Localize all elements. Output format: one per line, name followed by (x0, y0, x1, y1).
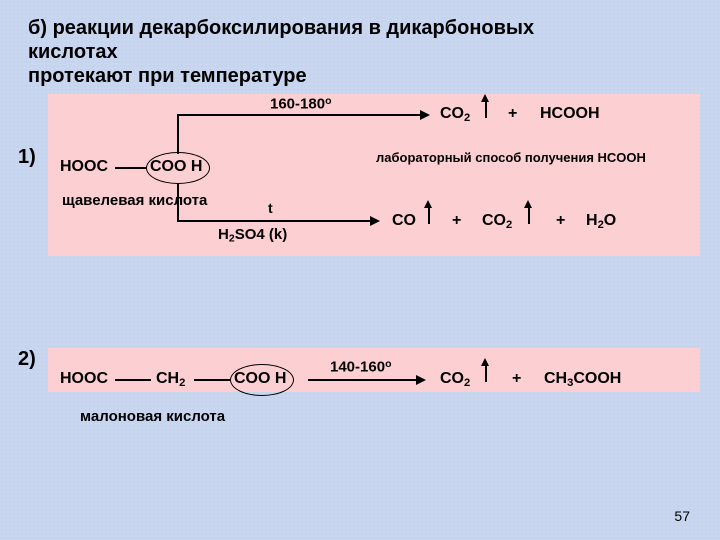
r2-ch2-txt: CH (156, 370, 179, 387)
r2-ch2-sub: 2 (179, 377, 185, 389)
r2-temp-deg: o (385, 358, 391, 370)
r1-plus1: + (508, 105, 517, 123)
r2-cooh2: COOH (573, 370, 621, 387)
r1-co2-sub: 2 (464, 112, 470, 124)
r1-temp1: 160-180o (270, 95, 331, 113)
r1-plus2b: + (556, 212, 565, 230)
r2-co2: CO2 (440, 370, 470, 389)
r2-temp-val: 140-160 (330, 359, 385, 376)
r1-co2b: CO2 (482, 212, 512, 231)
r1-co2b-up-line (528, 206, 530, 224)
r2-co2-up-line (485, 364, 487, 382)
r2-bond2 (194, 379, 230, 381)
r1-hcooh: HCOOH (540, 105, 600, 123)
r2-temp: 140-160o (330, 358, 391, 376)
heading-line3: протекают при температуре (28, 64, 534, 88)
r2-co2-txt: CO (440, 370, 464, 387)
label-two: 2) (18, 348, 36, 371)
heading-line2: кислотах (28, 40, 534, 64)
r1-temp1-deg: o (325, 95, 331, 107)
r1-arrow1-v (177, 114, 179, 154)
reaction1-box (48, 94, 700, 256)
r2-co2-sub: 2 (464, 377, 470, 389)
r1-h2o-H: H (586, 212, 598, 229)
r2-cooh-circle (230, 364, 294, 396)
r1-arrow2-head (370, 216, 380, 226)
r2-bond1 (115, 379, 151, 381)
r1-hooc: HOOC (60, 158, 108, 176)
r1-co: CO (392, 212, 416, 230)
r1-co2b-sub: 2 (506, 219, 512, 231)
r1-cat-h2so4: H2SO4 (k) (218, 226, 287, 245)
r1-cat-so4k: SO4 (k) (235, 226, 288, 243)
r2-caption: малоновая кислота (80, 408, 225, 425)
r1-co2b-txt: CO (482, 212, 506, 229)
label-one: 1) (18, 146, 36, 169)
r1-arrow1-h (177, 114, 422, 116)
page-number: 57 (674, 508, 690, 524)
r1-arrow2-h (177, 220, 372, 222)
r2-ch3cooh: CH3COOH (544, 370, 621, 389)
heading-line1: б) реакции декарбоксилирования в дикарбо… (28, 16, 534, 40)
r1-cat-t: t (268, 200, 273, 216)
r2-plus: + (512, 370, 521, 388)
r1-annotation: лабораторный способ получения HCOOH (376, 150, 646, 165)
r1-co-up-line (428, 206, 430, 224)
r1-arrow1-head (420, 110, 430, 120)
r2-arrow-head (416, 375, 426, 385)
r1-cat-H: H (218, 226, 229, 243)
r2-ch3-txt: CH (544, 370, 567, 387)
r1-co2-up-line (485, 100, 487, 118)
r1-co2-txt: CO (440, 105, 464, 122)
r2-ch2: CH2 (156, 370, 185, 389)
r2-arrow-h (308, 379, 418, 381)
heading: б) реакции декарбоксилирования в дикарбо… (28, 16, 534, 88)
r1-h2o-O: O (604, 212, 616, 229)
r1-cooh-circle (146, 152, 210, 184)
r1-co2-up-head (481, 94, 489, 102)
r1-co2b-up-head (524, 200, 532, 208)
r2-co2-up-head (481, 358, 489, 366)
r1-bond (115, 167, 147, 169)
r1-plus2a: + (452, 212, 461, 230)
r1-co2: CO2 (440, 105, 470, 124)
r1-temp1-val: 160-180 (270, 96, 325, 113)
r1-caption: щавелевая кислота (62, 192, 207, 209)
r2-hooc: HOOC (60, 370, 108, 388)
r1-h2o: H2O (586, 212, 616, 231)
r1-co-up-head (424, 200, 432, 208)
